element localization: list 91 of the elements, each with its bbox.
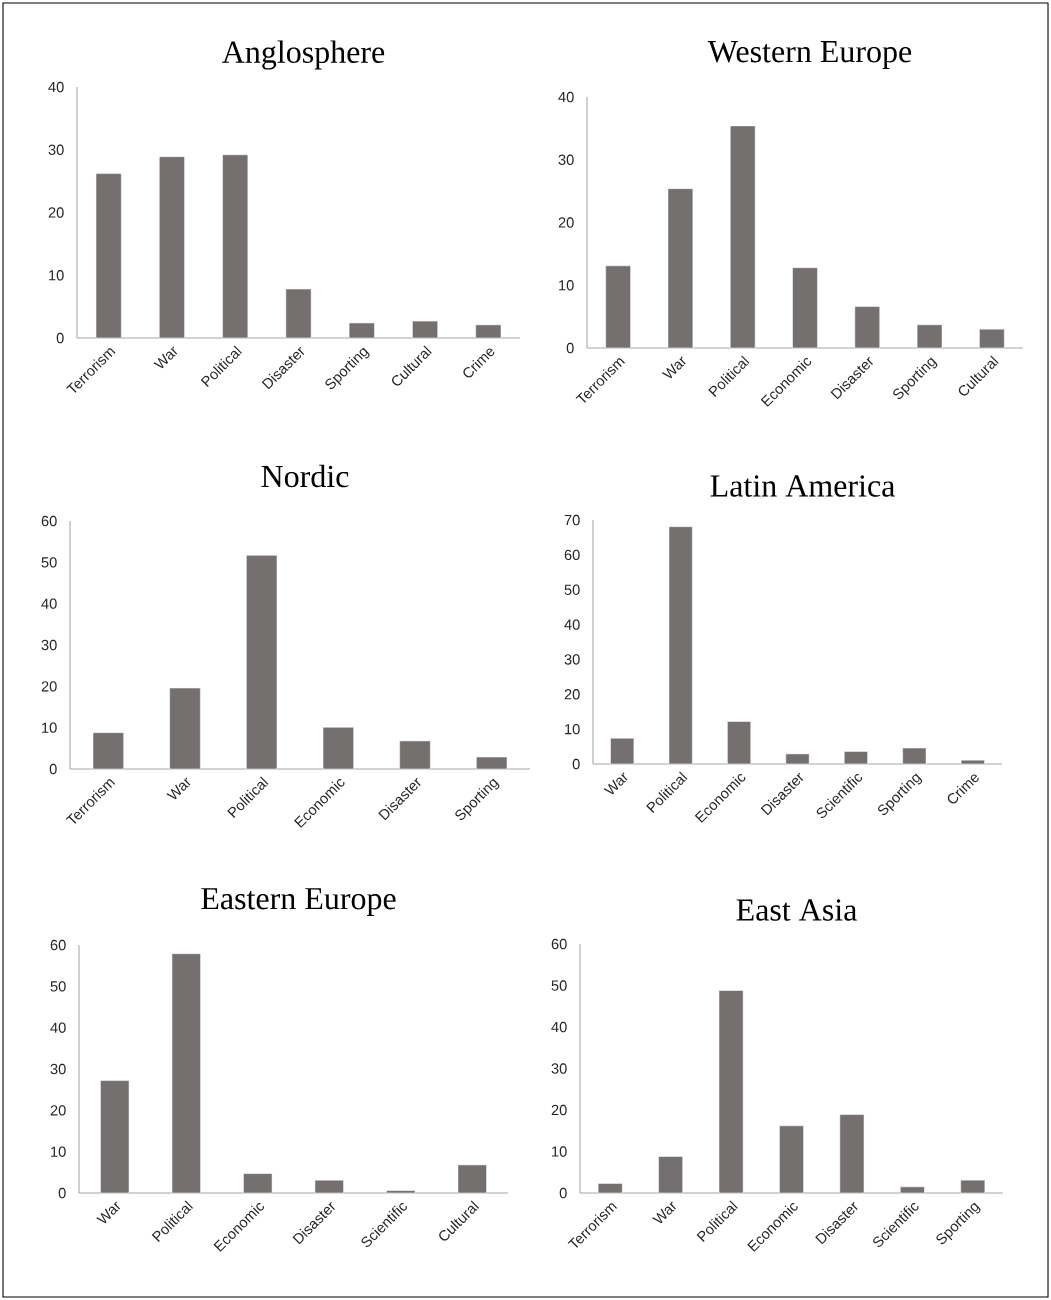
- y-tick-label: 20: [48, 207, 64, 218]
- y-tick-label: 30: [564, 654, 580, 665]
- bar: [916, 324, 943, 349]
- y-tick-label: 60: [50, 939, 66, 951]
- bar: [960, 759, 985, 765]
- bar: [246, 555, 278, 770]
- chart-title: Western Europe: [707, 41, 912, 69]
- y-tick-label: 0: [572, 758, 580, 770]
- y-tick-label: 40: [558, 91, 574, 103]
- y-tick-label: 50: [551, 980, 567, 991]
- bar: [718, 990, 744, 1194]
- bar: [902, 747, 927, 765]
- x-tick-label: War: [603, 772, 628, 795]
- y-tick-label: 10: [42, 722, 57, 733]
- chart-title: Eastern Europe: [201, 888, 396, 916]
- bar: [322, 727, 354, 770]
- bar: [412, 320, 438, 339]
- chart-title: Nordic: [261, 464, 349, 488]
- bar: [839, 1114, 865, 1194]
- bar: [399, 740, 431, 770]
- y-tick-label: 30: [558, 154, 574, 165]
- y-tick-label: 20: [551, 1104, 567, 1116]
- chart-title: East Asia: [736, 899, 857, 921]
- bar: [169, 687, 201, 770]
- bar: [729, 125, 756, 349]
- y-tick-label: 40: [48, 81, 64, 93]
- bar: [854, 306, 881, 349]
- y-tick-label: 20: [50, 1105, 66, 1116]
- bar: [960, 1179, 986, 1194]
- y-tick-label: 0: [56, 332, 64, 344]
- bar: [314, 1179, 344, 1194]
- bar: [792, 267, 818, 349]
- bar: [348, 322, 375, 339]
- bar: [727, 721, 752, 765]
- bar: [243, 1173, 273, 1194]
- y-tick-label: 0: [49, 763, 57, 775]
- bar: [171, 953, 201, 1194]
- chart-title: Latin America: [710, 475, 895, 497]
- bar: [95, 173, 122, 339]
- y-tick-label: 50: [50, 981, 66, 992]
- bar: [979, 328, 1005, 349]
- bar: [610, 737, 635, 765]
- y-tick-label: 10: [49, 270, 64, 281]
- y-tick-label: 40: [564, 619, 580, 630]
- x-tick-label: War: [166, 777, 191, 800]
- bar: [779, 1125, 804, 1194]
- x-tick-label: War: [652, 1201, 676, 1224]
- bar: [667, 188, 694, 349]
- y-tick-label: 20: [41, 681, 57, 692]
- bar: [843, 751, 868, 765]
- bar: [159, 156, 185, 339]
- y-tick-label: 50: [564, 584, 580, 595]
- bar: [222, 154, 249, 339]
- bar: [668, 526, 693, 765]
- bar: [658, 1156, 683, 1194]
- y-tick-label: 50: [41, 557, 57, 568]
- y-tick-label: 20: [558, 217, 574, 228]
- y-tick-label: 0: [559, 1187, 567, 1199]
- y-tick-label: 70: [564, 514, 580, 526]
- y-tick-label: 20: [564, 689, 580, 700]
- bar: [597, 1183, 623, 1194]
- y-tick-label: 30: [48, 144, 64, 155]
- x-tick-label: War: [661, 356, 686, 379]
- bar: [476, 756, 508, 770]
- bar: [900, 1186, 925, 1194]
- y-tick-label: 40: [551, 1021, 567, 1033]
- y-tick-label: 40: [50, 1022, 66, 1033]
- y-tick-label: 0: [566, 342, 574, 354]
- y-tick-label: 10: [559, 280, 574, 291]
- bar: [605, 265, 631, 349]
- bar: [92, 732, 124, 770]
- y-tick-label: 30: [551, 1063, 567, 1074]
- bar: [100, 1080, 130, 1194]
- y-tick-label: 30: [41, 639, 57, 651]
- bar: [457, 1164, 487, 1194]
- y-tick-label: 10: [51, 1146, 66, 1157]
- x-tick-label: War: [96, 1201, 121, 1224]
- y-tick-label: 60: [551, 938, 567, 950]
- y-tick-label: 60: [564, 549, 580, 561]
- y-tick-label: 0: [58, 1187, 66, 1199]
- y-tick-label: 10: [565, 723, 580, 735]
- bar: [475, 324, 502, 339]
- chart-title: Anglosphere: [222, 40, 385, 70]
- x-tick-label: War: [153, 346, 178, 369]
- y-tick-label: 30: [50, 1063, 66, 1075]
- y-tick-label: 10: [552, 1146, 567, 1157]
- bar: [386, 1190, 416, 1194]
- y-tick-label: 40: [41, 598, 57, 609]
- bar: [285, 288, 312, 339]
- y-tick-label: 60: [41, 515, 57, 527]
- bar: [785, 753, 810, 765]
